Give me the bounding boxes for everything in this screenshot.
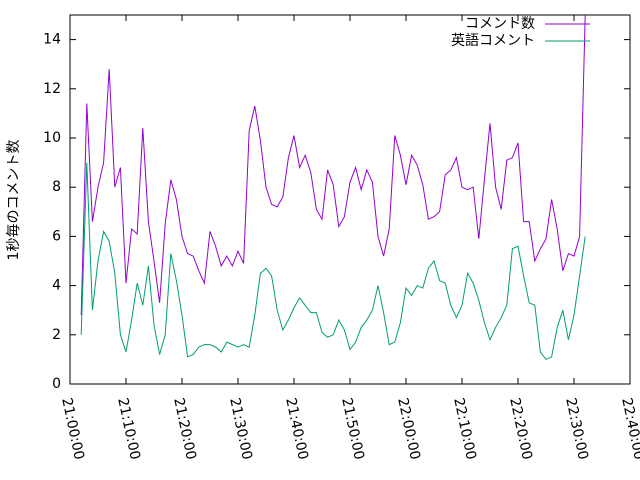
y-tick-label: 14 [43,32,61,48]
x-tick-label: 21:30:00 [226,396,255,461]
y-tick-label: 0 [52,376,61,392]
legend-label: コメント数 [465,16,535,32]
series-line [80,162,586,361]
x-tick-label: 21:00:00 [58,396,87,461]
x-tick-label: 22:20:00 [506,396,535,461]
y-tick-label: 2 [52,327,61,343]
x-tick-label: 22:30:00 [562,396,591,461]
y-tick-label: 10 [43,130,61,146]
plot-frame [69,14,631,385]
x-tick-label: 22:00:00 [394,396,423,461]
x-tick-label: 21:10:00 [114,396,143,461]
x-tick-label: 22:40:00 [618,396,640,461]
y-tick-label: 8 [52,179,61,195]
x-tick-label: 21:20:00 [170,396,199,461]
x-tick-label: 22:10:00 [450,396,479,461]
y-tick-label: 6 [52,228,61,244]
legend-label: 英語コメント [451,32,535,49]
plot-area [80,15,586,361]
y-tick-label: 4 [52,278,61,294]
x-tick-label: 21:50:00 [338,396,367,461]
y-axis-label: 1秒毎のコメント数 [6,140,22,261]
x-tick-label: 21:40:00 [282,396,311,461]
y-tick-label: 12 [43,81,61,97]
series-line [80,15,586,316]
